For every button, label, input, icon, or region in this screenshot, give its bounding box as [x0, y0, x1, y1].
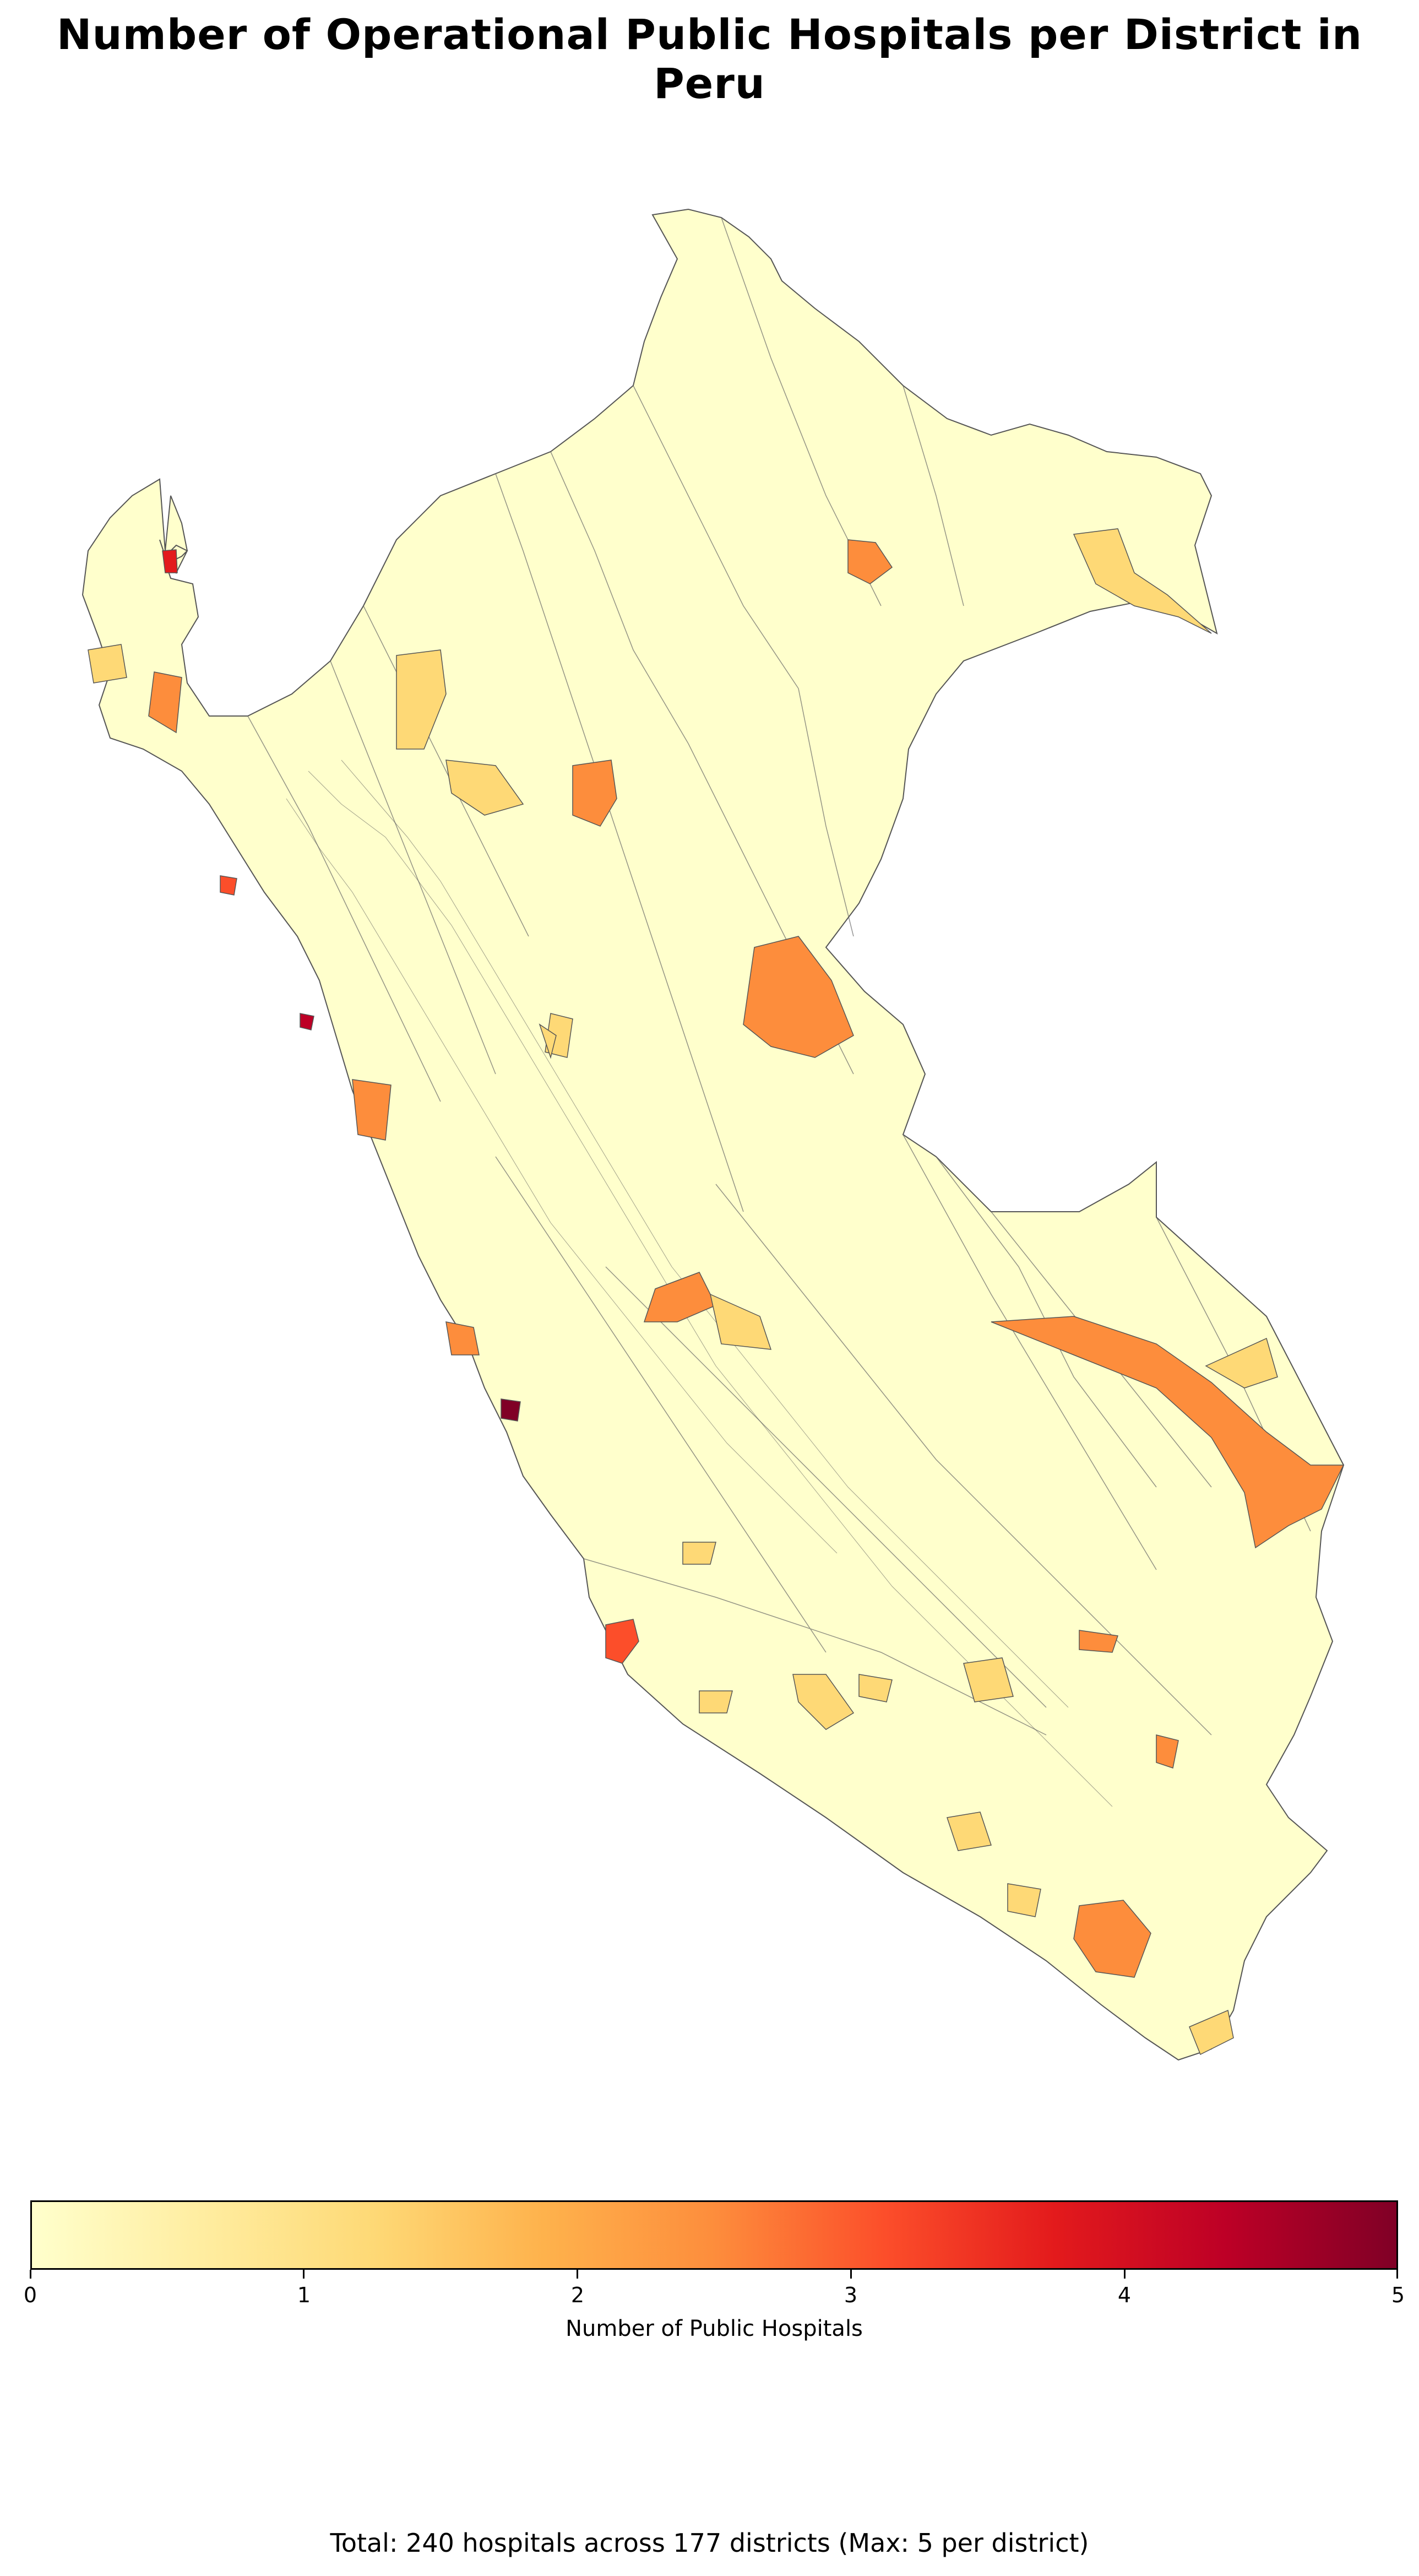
peru-district-map — [81, 208, 1345, 2061]
district-pun-1 — [1156, 1734, 1179, 1769]
district-loreto-1 — [847, 539, 893, 584]
colorbar-tick-mark — [1396, 2270, 1398, 2279]
district-nf-1 — [162, 549, 178, 573]
colorbar-tick-mark — [303, 2270, 305, 2279]
district-pi-1 — [148, 671, 182, 734]
district-cus-1 — [963, 1657, 1014, 1702]
colorbar-gradient — [30, 2200, 1398, 2270]
district-jun-2 — [709, 1293, 772, 1350]
district-lima-center — [501, 1398, 521, 1422]
district-apu-2 — [858, 1674, 893, 1702]
district-sm — [572, 760, 617, 827]
colorbar-tick-label: 0 — [23, 2283, 37, 2307]
district-pi-2 — [88, 644, 127, 684]
colorbar-tick-mark — [850, 2270, 852, 2279]
map-title: Number of Operational Public Hospitals p… — [56, 10, 1363, 108]
district-amazonas — [396, 649, 447, 750]
district-tac — [1189, 2009, 1234, 2056]
colorbar: 0 1 2 3 4 5 Number of Public Hospitals — [24, 2200, 1405, 2341]
district-anc-1 — [352, 1079, 392, 1141]
district-caj-1 — [445, 760, 524, 816]
colorbar-tick-mark — [1124, 2270, 1126, 2279]
district-ayac-1 — [792, 1674, 855, 1730]
footer-summary: Total: 240 hospitals across 177 district… — [330, 2528, 1089, 2558]
district-apu-1 — [699, 1690, 733, 1713]
district-loreto-2 — [1073, 528, 1212, 634]
district-madre-de-dios — [991, 1316, 1345, 1549]
district-are-1 — [1073, 1900, 1151, 1978]
colorbar-tick-label: 4 — [1117, 2283, 1132, 2307]
district-md-2 — [1205, 1337, 1278, 1389]
district-are-2 — [947, 1812, 992, 1851]
colorbar-label: Number of Public Hospitals — [566, 2316, 863, 2341]
district-ucayali — [743, 936, 854, 1058]
district-tru-1 — [300, 1013, 314, 1031]
district-moq — [1007, 1883, 1041, 1917]
colorbar-tick-label: 2 — [570, 2283, 585, 2307]
colorbar-tick-mark — [577, 2270, 578, 2279]
district-jun-1 — [643, 1272, 717, 1322]
district-ica — [605, 1619, 639, 1664]
colorbar-tick-label: 1 — [297, 2283, 311, 2307]
colorbar-tick-mark — [30, 2270, 31, 2279]
colorbar-tick-label: 3 — [844, 2283, 858, 2307]
district-cus-2 — [1079, 1630, 1118, 1653]
district-hco-1 — [539, 1023, 557, 1059]
district-pas-1 — [682, 1542, 716, 1565]
district-lam-1 — [220, 875, 237, 896]
peru-outline — [81, 208, 1345, 2061]
colorbar-tick-label: 5 — [1391, 2283, 1405, 2307]
district-lima-2 — [445, 1321, 480, 1355]
